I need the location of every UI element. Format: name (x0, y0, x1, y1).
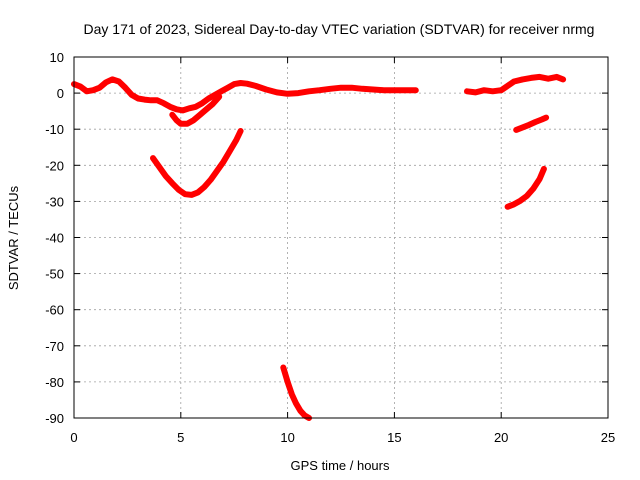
x-tick-label: 10 (280, 430, 294, 445)
grid (74, 57, 608, 418)
y-tick-label: -60 (45, 303, 64, 318)
x-axis-label: GPS time / hours (291, 458, 390, 473)
y-axis-label: SDTVAR / TECUs (6, 185, 21, 290)
y-tick-label: 0 (57, 86, 64, 101)
x-tick-label: 0 (70, 430, 77, 445)
axis-tick-labels: 0 5 10 15 20 25 10 0 -10 -20 -30 -40 -50 -60 -70 -80 -90 (45, 50, 615, 445)
x-tick-label: 20 (494, 430, 508, 445)
y-tick-label: -70 (45, 339, 64, 354)
y-tick-label: -90 (45, 411, 64, 426)
y-tick-label: -10 (45, 122, 64, 137)
series-evening-band (464, 73, 567, 96)
chart-title: Day 171 of 2023, Sidereal Day-to-day VTE… (84, 21, 595, 37)
series-layer (71, 73, 567, 421)
y-tick-label: -30 (45, 194, 64, 209)
y-tick-label: -20 (45, 158, 64, 173)
series-arc-21h-upper (513, 114, 550, 133)
series-arc-21h-lower (504, 165, 547, 210)
y-tick-label: 10 (50, 50, 64, 65)
series-main-band (71, 76, 419, 114)
y-tick-label: -50 (45, 267, 64, 282)
x-tick-label: 5 (177, 430, 184, 445)
series-arc-5h (150, 128, 244, 198)
series-arc-10h (280, 364, 312, 421)
y-tick-label: -80 (45, 375, 64, 390)
x-tick-label: 25 (601, 430, 615, 445)
series-dip-branch (169, 93, 223, 127)
x-tick-label: 15 (387, 430, 401, 445)
y-tick-label: -40 (45, 231, 64, 246)
axis-ticks (73, 56, 609, 419)
